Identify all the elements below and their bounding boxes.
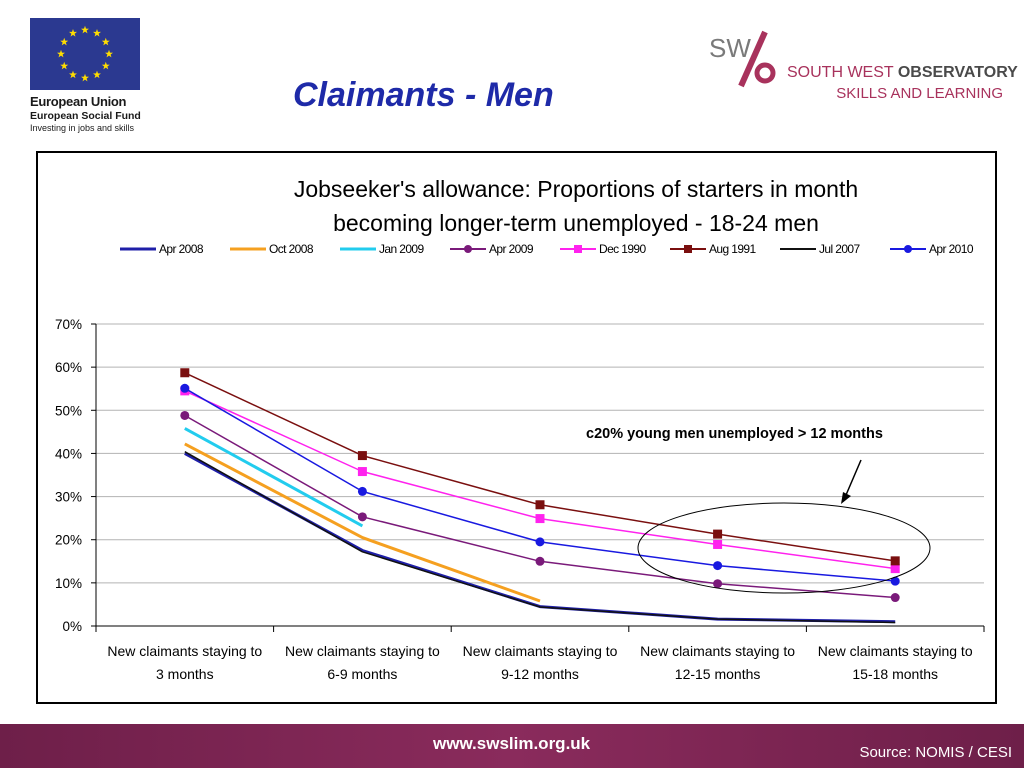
footer-bar: www.swslim.org.uk Source: NOMIS / CESI — [0, 724, 1024, 768]
y-tick-label: 60% — [55, 360, 82, 375]
data-point — [890, 564, 900, 574]
y-tick-label: 40% — [55, 446, 82, 461]
legend-label: Jul 2007 — [819, 242, 860, 256]
eu-star-icon — [69, 70, 77, 79]
legend-label: Apr 2010 — [929, 242, 974, 256]
legend-label: Oct 2008 — [269, 242, 314, 256]
swo-logo-line1-regular: SOUTH WEST — [787, 64, 898, 81]
chart-frame: Jobseeker's allowance: Proportions of st… — [36, 151, 997, 704]
data-point — [713, 539, 723, 549]
eu-star-icon — [81, 25, 89, 34]
legend-marker — [464, 245, 472, 253]
data-point — [890, 593, 900, 603]
data-point — [890, 556, 900, 566]
swo-mark-icon: SW — [709, 30, 776, 88]
legend-label: Dec 1990 — [599, 242, 646, 256]
legend-label: Aug 1991 — [709, 242, 757, 256]
eu-star-icon — [105, 49, 113, 58]
x-tick-label: New claimants staying to — [463, 643, 618, 659]
data-point — [535, 514, 545, 524]
highlight-ellipse — [637, 502, 931, 594]
x-tick-label: New claimants staying to — [640, 643, 795, 659]
x-tick-label: 9-12 months — [501, 666, 579, 682]
x-tick-label: 6-9 months — [327, 666, 397, 682]
slide-title: Claimants - Men — [293, 76, 554, 114]
series-line — [184, 442, 541, 603]
data-point — [713, 561, 723, 571]
swo-logo-line2: SKILLS AND LEARNING — [836, 85, 1003, 102]
footer-source: Source: NOMIS / CESI — [859, 744, 1012, 761]
data-point — [535, 556, 545, 566]
series-line — [184, 372, 896, 562]
swo-mark-letters: SW — [709, 33, 751, 63]
eu-logo-line1: European Union — [30, 94, 127, 109]
chart-title-line: becoming longer-term unemployed - 18-24 … — [333, 210, 819, 236]
swo-logo-line1-bold: OBSERVATORY — [897, 64, 1018, 81]
legend-label: Jan 2009 — [379, 242, 425, 256]
annotation-arrow — [845, 459, 862, 496]
eu-star-icon — [57, 49, 65, 58]
x-tick-label: New claimants staying to — [818, 643, 973, 659]
legend-marker — [574, 245, 582, 253]
legend-marker — [684, 245, 692, 253]
series-line — [184, 387, 896, 582]
legend-label: Apr 2009 — [489, 242, 534, 256]
annotation-arrowhead — [841, 492, 851, 504]
y-tick-label: 0% — [62, 619, 82, 634]
eu-logo-line3: Investing in jobs and skills — [30, 123, 135, 133]
data-point — [890, 576, 900, 586]
swo-logo-line1: SOUTH WEST OBSERVATORY — [787, 64, 1018, 82]
eu-star-icon — [93, 70, 101, 79]
eu-star-icon — [60, 61, 69, 70]
data-point — [180, 410, 190, 420]
legend-marker — [904, 245, 912, 253]
data-point — [357, 451, 367, 461]
x-tick-label: New claimants staying to — [107, 643, 262, 659]
data-point — [180, 368, 190, 378]
y-tick-label: 10% — [55, 576, 82, 591]
eu-logo: European Union European Social Fund Inve… — [30, 18, 142, 133]
y-tick-label: 20% — [55, 533, 82, 548]
x-tick-label: 12-15 months — [675, 666, 761, 682]
eu-flag-icon — [30, 18, 140, 90]
data-point — [535, 500, 545, 510]
eu-star-icon — [101, 37, 110, 46]
data-point — [713, 529, 723, 539]
y-tick-label: 50% — [55, 403, 82, 418]
x-tick-label: New claimants staying to — [285, 643, 440, 659]
eu-star-icon — [93, 29, 101, 37]
data-point — [180, 383, 190, 393]
chart-annotation: c20% young men unemployed > 12 months — [586, 426, 883, 442]
swo-logo: SW SOUTH WEST OBSERVATORY SKILLS AND LEA… — [705, 30, 1018, 105]
data-point — [535, 537, 545, 547]
data-point — [357, 486, 367, 496]
y-tick-label: 30% — [55, 490, 82, 505]
eu-star-icon — [60, 37, 69, 46]
data-point — [357, 512, 367, 522]
line-chart: Jobseeker's allowance: Proportions of st… — [55, 176, 985, 682]
eu-star-icon — [81, 73, 89, 82]
footer-url-link[interactable]: www.swslim.org.uk — [433, 734, 591, 753]
y-tick-label: 70% — [55, 317, 82, 332]
x-tick-label: 3 months — [156, 666, 214, 682]
data-point — [713, 579, 723, 589]
data-point — [357, 467, 367, 477]
chart-title-line: Jobseeker's allowance: Proportions of st… — [294, 176, 858, 202]
legend-label: Apr 2008 — [159, 242, 204, 256]
series-line — [184, 451, 896, 624]
eu-star-icon — [101, 61, 110, 70]
eu-star-icon — [69, 29, 77, 37]
eu-logo-line2: European Social Fund — [30, 110, 141, 122]
x-tick-label: 15-18 months — [852, 666, 938, 682]
series-line — [184, 427, 364, 528]
